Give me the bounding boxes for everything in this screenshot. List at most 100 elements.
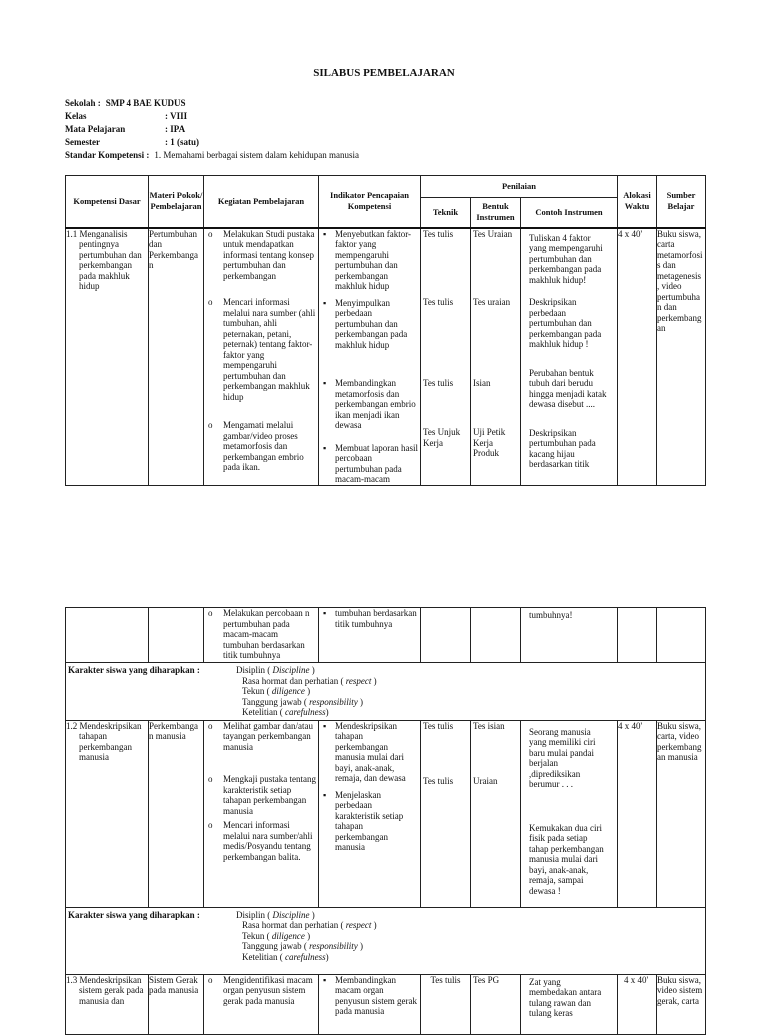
bullet-icon: ▪	[323, 228, 327, 239]
syllabus-table-page1: Kompetensi Dasar Materi Pokok/ Pembelaja…	[65, 175, 706, 486]
contoh-item: Perubahan bentuk tubuh dari berudu hingg…	[529, 368, 609, 410]
teknik-text: Tes tulis	[423, 720, 454, 731]
karakter-close: )	[325, 951, 329, 962]
cell-kd: 1.1 Menganalisis pentingnya pertumbuhan …	[65, 227, 149, 486]
bentuk-text: Tes PG	[473, 974, 500, 985]
karakter-close: )	[304, 686, 311, 696]
bentuk-item: Tes Uraian	[473, 229, 518, 240]
kd-text: 1.3 Mendeskripsikan sistem gerak pada ma…	[66, 974, 144, 1006]
karakter-item: Ketelitian ( carefulness)	[236, 952, 377, 963]
karakter-close: )	[309, 665, 315, 675]
cell-indikator: ▪ tumbuhan berdasarkan titik tumbuhnya	[318, 607, 421, 663]
bentuk-item: Uji Petik Kerja Produk	[473, 427, 518, 459]
kd-text: 1.2 Mendeskripsikan tahapan perkembangan…	[66, 720, 142, 763]
kegiatan-item: o Mengkaji pustaka tentang karakteristik …	[206, 774, 316, 816]
cell-teknik: Tes tulis	[420, 973, 471, 1035]
bullet-icon: ▪	[323, 608, 327, 618]
bullet-icon: o	[208, 608, 213, 618]
contoh-item: Tuliskan 4 faktor yang mempengaruhi pert…	[529, 233, 609, 286]
cell-indikator: ▪ Membandingkan macam organ penyusun sist…	[318, 973, 421, 1035]
contoh-text: Deskripsikan pertumbuhan pada kacang hij…	[529, 427, 596, 470]
cell-contoh: Seorang manusia yang memiliki ciri baru …	[520, 719, 618, 908]
contoh-text: tumbuhnya!	[529, 610, 573, 620]
karakter-english: diligence	[271, 686, 305, 696]
cell-teknik: Tes tulis Tes tulis Tes tulis Tes Unjuk Ker…	[420, 227, 471, 486]
bentuk-item: Tes uraian	[473, 297, 518, 308]
karakter-text: Tanggung jawab (	[242, 941, 310, 951]
kegiatan-item: o Mencari informasi melalui nara sumber/a…	[206, 820, 316, 862]
karakter-text: Ketelitian (	[242, 707, 285, 717]
cell-kd: 1.2 Mendeskripsikan tahapan perkembangan…	[65, 719, 149, 908]
meta-line: Kelas: VIII	[65, 111, 187, 122]
bullet-icon: o	[208, 720, 213, 731]
cell-materi	[148, 607, 204, 663]
bullet-icon: o	[208, 774, 213, 784]
header-kegiatan: Kegiatan Pembelajaran	[203, 175, 319, 229]
karakter-item: Tekun ( diligence )	[236, 931, 377, 942]
sumber-text: Buku siswa, video sistem gerak, carta	[657, 974, 703, 1006]
kd-text: 1.1 Menganalisis pentingnya pertumbuhan …	[66, 228, 142, 292]
karakter-english: carefulness	[284, 707, 326, 717]
meta-label: Standar Kompetensi :	[65, 150, 150, 160]
indikator-text: Menjelaskan perbedaan karakteristik seti…	[335, 789, 404, 853]
karakter-item: Ketelitian ( carefulness)	[236, 707, 377, 718]
header-teknik: Teknik	[420, 197, 471, 229]
contoh-text: Kemukakan dua ciri fisik pada setiap tah…	[529, 822, 604, 896]
indikator-text: Menyimpulkan perbedaan pertumbuhan dan p…	[335, 297, 408, 350]
karakter-text: Ketelitian (	[242, 951, 285, 962]
syllabus-table-page2: o Melakukan percobaan n pertumbuhan pada …	[65, 607, 706, 1035]
teknik-item: Tes tulis	[423, 378, 468, 389]
cell-materi: Sistem Gerak pada manusia	[148, 973, 204, 1035]
cell-kegiatan: o Melakukan Studi pustaka untuk mendapatk…	[203, 227, 319, 486]
bentuk-text: Uji Petik Kerja Produk	[473, 427, 506, 458]
header-sumber: Sumber Belajar	[656, 175, 706, 229]
cell-indikator: ▪ Menyebutkan faktor-faktor yang mempenga…	[318, 227, 421, 486]
karakter-item: Disiplin ( Discipline )	[236, 910, 377, 921]
cell-alokasi	[617, 607, 657, 663]
karakter-english: carefulness	[284, 951, 326, 962]
meta-value: 1. Memahami berbagai sistem dalam kehidu…	[154, 150, 360, 160]
bullet-icon: ▪	[323, 720, 327, 731]
meta-value: : VIII	[165, 111, 188, 121]
contoh-item: Zat yang membedakan antara tulang rawan …	[529, 977, 609, 1019]
meta-value: SMP 4 BAE KUDUS	[105, 98, 186, 108]
teknik-item: Tes Unjuk Kerja	[423, 427, 468, 448]
karakter-close: )	[357, 941, 364, 951]
meta-label: Mata Pelajaran	[65, 124, 126, 134]
bullet-icon: ▪	[323, 378, 327, 388]
header-materi: Materi Pokok/ Pembelajaran	[148, 175, 204, 229]
contoh-item: Deskripsikan perbedaan pertumbuhan dan p…	[529, 297, 609, 350]
bentuk-text: Isian	[473, 377, 491, 388]
karakter-close: )	[304, 930, 311, 941]
bentuk-text: Uraian	[473, 776, 498, 786]
header-contoh: Contoh Instrumen	[520, 197, 618, 229]
teknik-text: Tes tulis	[423, 776, 454, 786]
materi-text: Pertumbuhan dan Perkembangan	[149, 228, 198, 271]
kegiatan-item: o Melihat gambar dan/atau tayangan perkem…	[206, 721, 316, 753]
kegiatan-text: Melihat gambar dan/atau tayangan perkemb…	[223, 720, 313, 752]
karakter-item: Tekun ( diligence )	[236, 686, 377, 697]
cell-contoh: Tuliskan 4 faktor yang mempengaruhi pert…	[520, 227, 618, 486]
sumber-text: Buku siswa, carta metamorfosis dan metag…	[657, 228, 703, 334]
karakter-item: Disiplin ( Discipline )	[236, 665, 377, 676]
cell-alokasi: 4 x 40'	[617, 973, 657, 1035]
karakter-list: Disiplin ( Discipline ) Rasa hormat dan p…	[236, 665, 377, 718]
meta-label: Sekolah :	[65, 98, 101, 108]
cell-kegiatan: o Mengidentifikasi macam organ penyusun s…	[203, 973, 319, 1035]
cell-kd: 1.3 Mendeskripsikan sistem gerak pada ma…	[65, 973, 149, 1035]
cell-materi: Pertumbuhan dan Perkembangan	[148, 227, 204, 486]
kegiatan-item: o Mengidentifikasi macam organ penyusun s…	[206, 975, 316, 1007]
karakter-item: Rasa hormat dan perhatian ( respect )	[236, 676, 377, 687]
kegiatan-item: o Mengamati melalui gambar/video proses m…	[206, 420, 316, 473]
cell-kegiatan: o Melakukan percobaan n pertumbuhan pada …	[203, 607, 319, 663]
karakter-english: respect	[345, 920, 372, 930]
karakter-close: )	[325, 707, 329, 717]
indikator-item: ▪ Menyimpulkan perbedaan pertumbuhan dan …	[321, 298, 418, 351]
materi-text: Perkembangan manusia	[149, 720, 198, 742]
cell-sumber	[656, 607, 706, 663]
bullet-icon: o	[208, 820, 213, 830]
kegiatan-text: Mencari informasi melalui nara sumber/ah…	[223, 820, 313, 862]
teknik-item: Tes tulis	[423, 297, 468, 308]
karakter-text: Disiplin (	[236, 665, 273, 675]
cell-materi: Perkembangan manusia	[148, 719, 204, 908]
